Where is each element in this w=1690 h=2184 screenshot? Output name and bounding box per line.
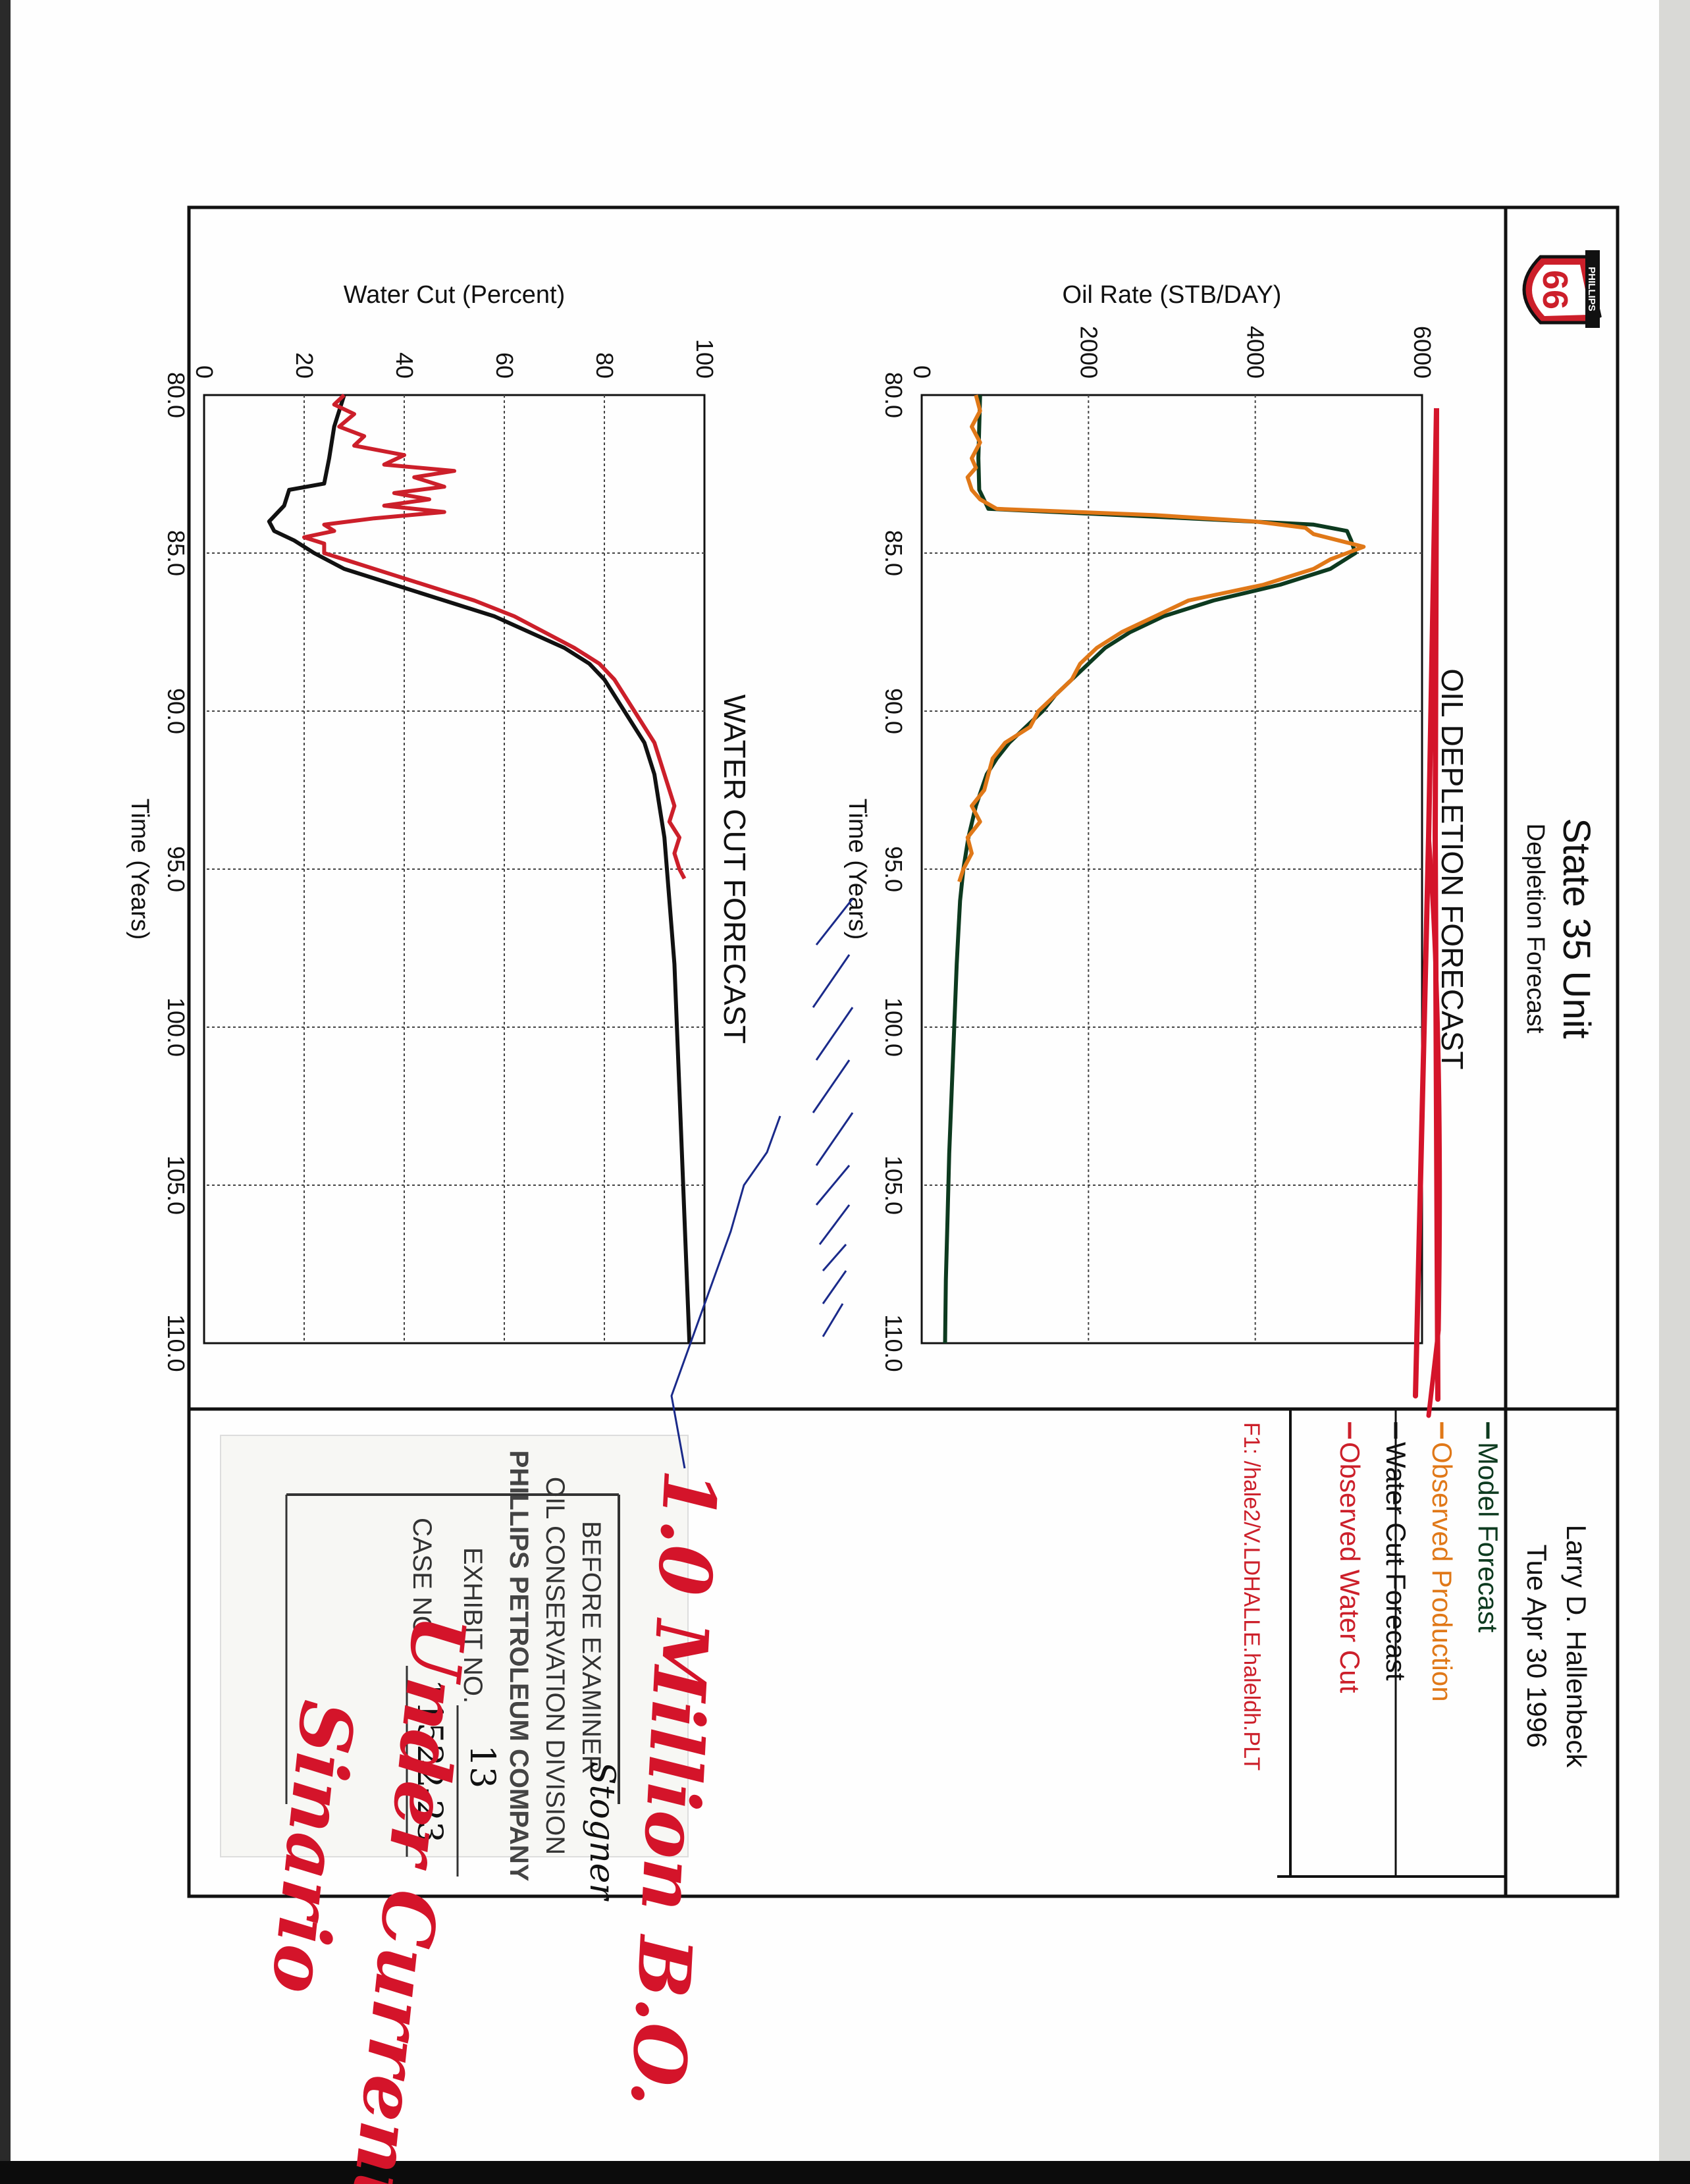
oil-depletion-chart: 80.0 85.0 90.0 95.0 100.0 105.0 110.0 0 2000 4000… [843, 281, 1469, 1372]
x-axis-label: Time (Years) [126, 799, 153, 940]
x-tick-label: 95.0 [880, 846, 907, 892]
stamp-case-value: 11522-23 [409, 1679, 449, 1843]
y-tick-label: 4000 [1242, 326, 1269, 379]
reserves-arrow [670, 1115, 781, 1469]
y-tick-label: 100 [691, 339, 718, 379]
y-tick-label: 0 [909, 365, 936, 379]
x-tick-label: 95.0 [163, 846, 190, 892]
x-tick-label: 110.0 [163, 1314, 190, 1372]
x-axis-label: Time (Years) [843, 799, 871, 940]
chart-title: OIL DEPLETION FORECAST [1435, 668, 1469, 1069]
y-tick-label: 40 [391, 352, 418, 379]
legend: Model Forecast Observed Production Water C… [1334, 1422, 1504, 1702]
chart-title: WATER CUT FORECAST [718, 695, 752, 1044]
stamp-company: PHILLIPS PETROLEUM COMPANY [504, 1451, 533, 1882]
series-line [302, 393, 687, 880]
plot-subtitle: Depletion Forecast [1521, 824, 1549, 1034]
x-tick-label: 105.0 [880, 1156, 907, 1215]
logo-banner: PHILLIPS [1586, 267, 1597, 311]
x-tick-label: 80.0 [880, 372, 907, 418]
y-tick-label: 20 [291, 352, 318, 379]
y-axis-label: Oil Rate (STB/DAY) [1063, 281, 1282, 309]
legend-label: Model Forecast [1473, 1442, 1504, 1633]
scan-edge-right [1659, 0, 1690, 2161]
x-tick-label: 90.0 [163, 688, 190, 734]
page-frame [187, 205, 1620, 1898]
series-line [267, 394, 692, 1344]
x-tick-label: 85.0 [880, 530, 907, 576]
y-tick-label: 0 [191, 365, 218, 379]
stamp-exhibit-value: 13 [462, 1745, 502, 1788]
stamp-case-label: CASE NO. [408, 1518, 436, 1643]
water-cut-chart: 80.0 85.0 90.0 95.0 100.0 105.0 110.0 0 20 40 60 80… [126, 281, 752, 1372]
scan-edge-left [0, 0, 11, 2184]
x-tick-label: 100.0 [880, 998, 907, 1057]
scan-edge-bottom [0, 2161, 1690, 2184]
series-line [957, 394, 1366, 883]
x-tick-label: 105.0 [163, 1156, 190, 1215]
logo-number: 66 [1535, 270, 1575, 309]
phillips-66-logo-icon: 66 PHILLIPS [1522, 250, 1602, 328]
y-axis-label: Water Cut (Percent) [344, 281, 565, 309]
author-name: Larry D. Hallenbeck [1561, 1525, 1592, 1769]
plot-title: State 35 Unit [1555, 818, 1598, 1038]
x-tick-label: 85.0 [163, 530, 190, 576]
legend-label: Water Cut Forecast [1381, 1442, 1412, 1681]
y-tick-label: 2000 [1075, 326, 1102, 379]
legend-label: Observed Production [1427, 1442, 1458, 1702]
handwriting-present: Present [1675, 909, 1690, 1346]
plot-date: Tue Apr 30 1996 [1521, 1544, 1552, 1747]
y-tick-label: 6000 [1409, 326, 1436, 379]
x-tick-label: 90.0 [880, 688, 907, 734]
legend-label: Observed Water Cut [1334, 1442, 1365, 1693]
x-tick-label: 100.0 [163, 998, 190, 1057]
stamp-examiner-name: Stogner [582, 1761, 621, 1902]
x-tick-label: 110.0 [880, 1314, 907, 1372]
present-marker-line-oil [1426, 834, 1442, 1418]
remaining-reserves-hatch [670, 898, 854, 1469]
exhibit-stamp: BEFORE EXAMINER Stogner OIL CONSERVATION… [220, 1435, 689, 1902]
y-tick-label: 60 [491, 352, 518, 379]
stamp-examiner-label: BEFORE EXAMINER [577, 1521, 606, 1774]
stamp-division: OIL CONSERVATION DIVISION [541, 1477, 569, 1855]
x-tick-label: 80.0 [163, 372, 190, 418]
y-tick-label: 80 [591, 352, 618, 379]
file-path: F1: /hale2/V.LDHALLE.haleldh.PLT [1239, 1422, 1264, 1771]
stamp-exhibit-label: EXHIBIT NO. [458, 1547, 487, 1703]
